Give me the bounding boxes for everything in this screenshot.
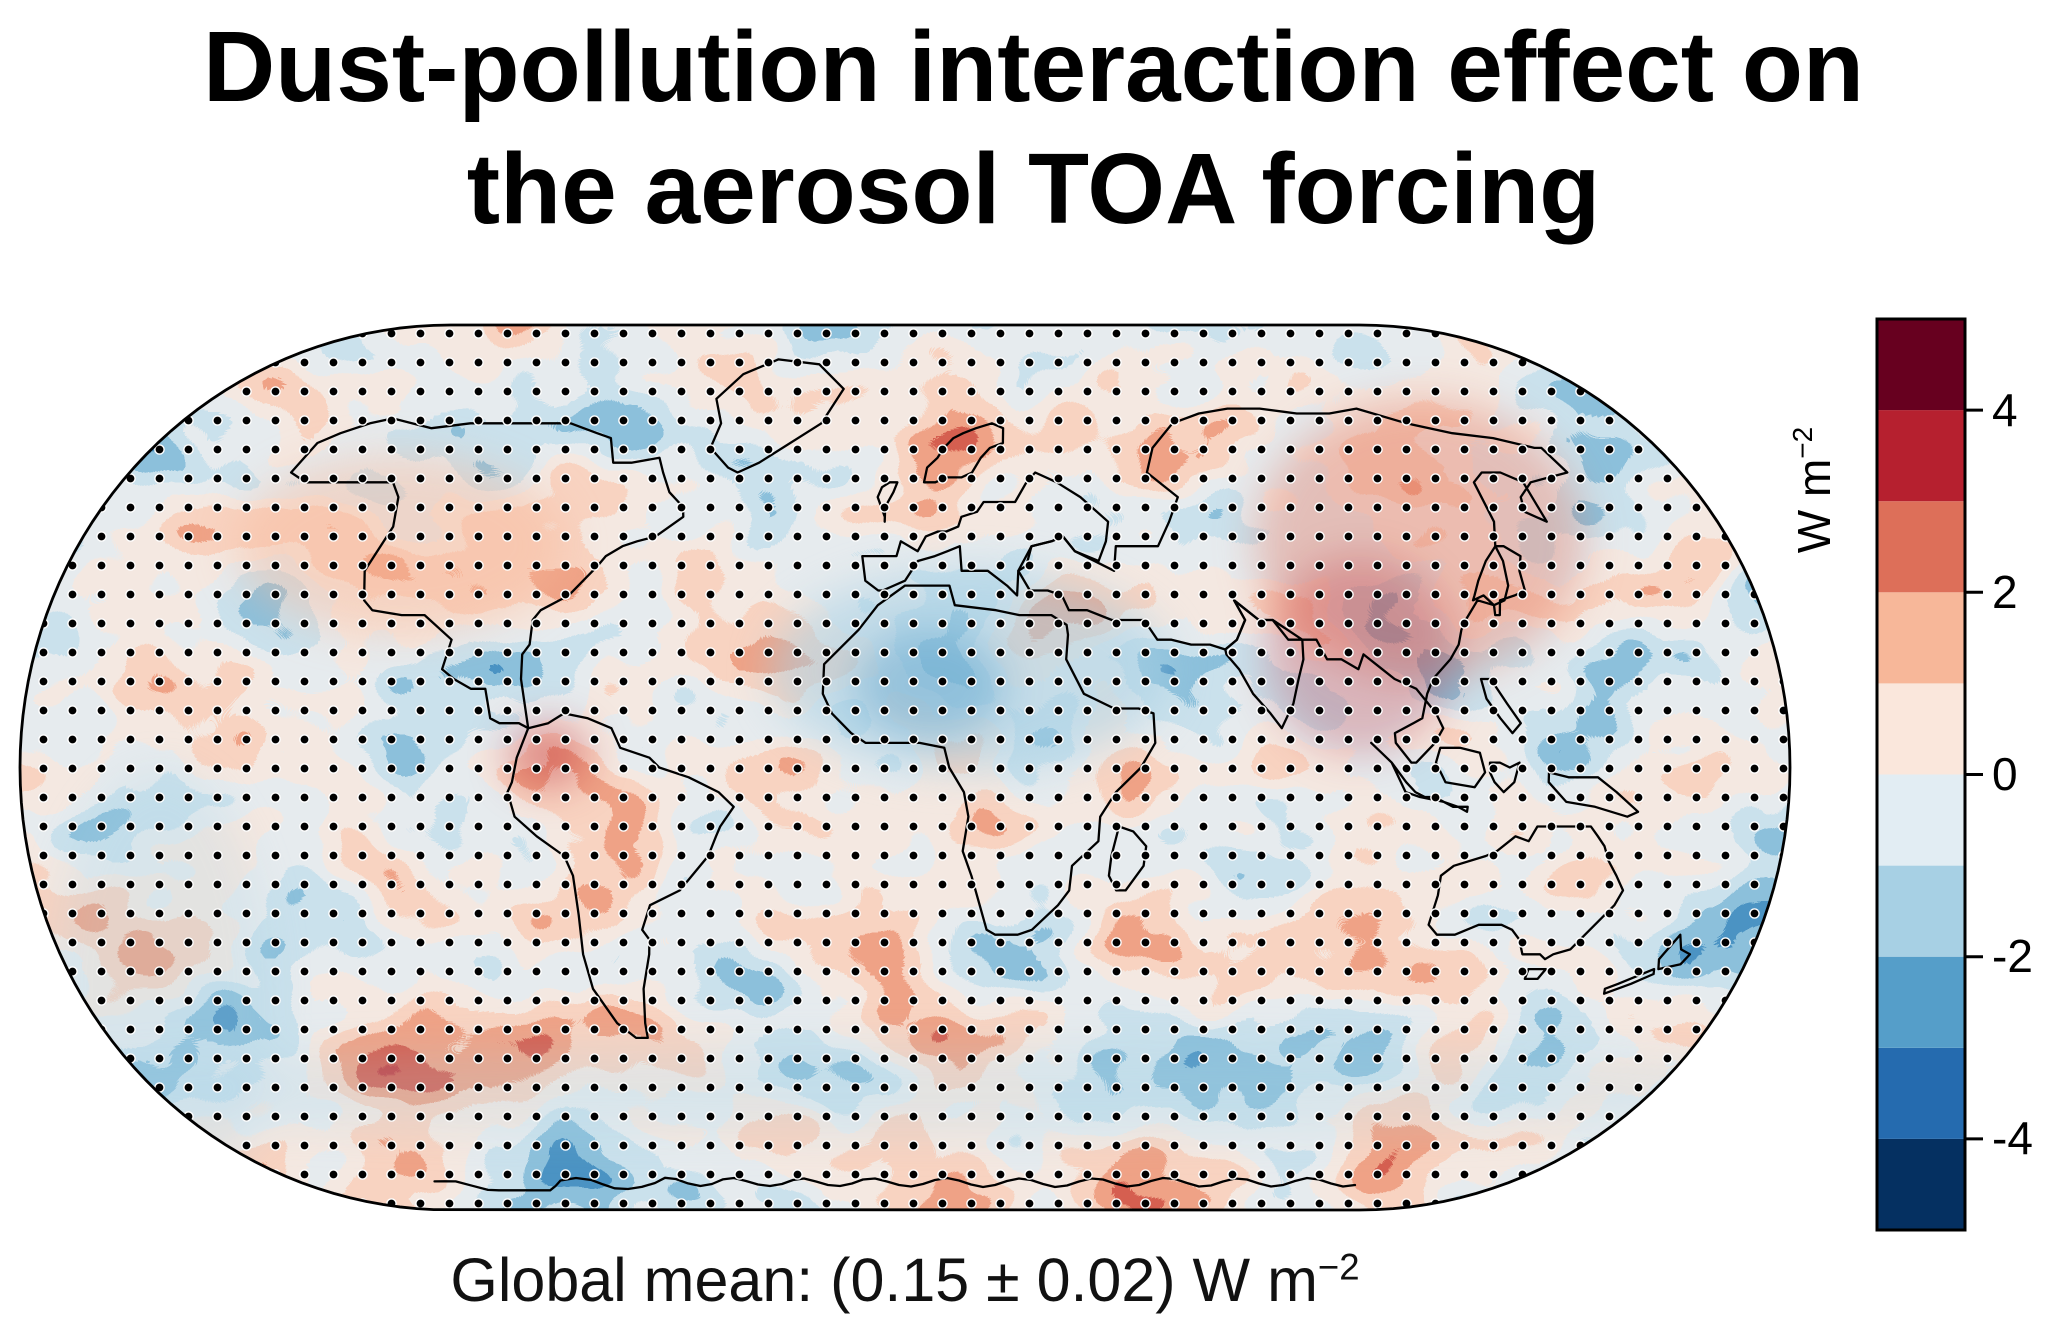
svg-text:-4: -4 [1992,1112,2033,1164]
svg-text:0: 0 [1992,748,2018,800]
svg-text:4: 4 [1992,384,2018,436]
svg-text:W m−2: W m−2 [1787,427,1840,553]
svg-text:-2: -2 [1992,930,2033,982]
svg-text:2: 2 [1992,566,2018,618]
